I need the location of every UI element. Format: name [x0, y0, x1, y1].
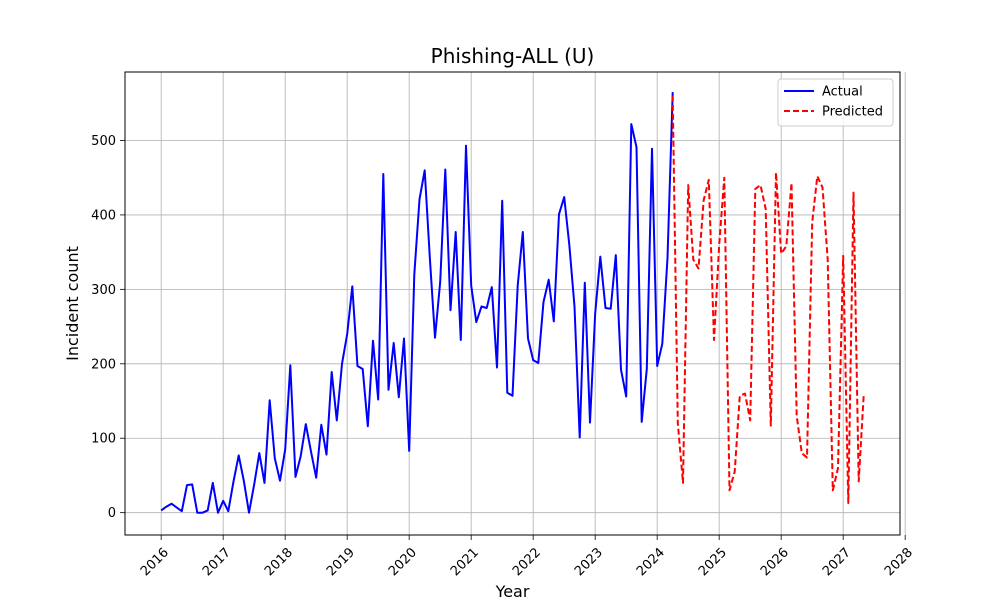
legend-label-predicted: Predicted [822, 105, 883, 120]
legend-label-actual: Actual [822, 85, 863, 100]
series-layer [160, 92, 865, 514]
y-tick-label: 500 [91, 134, 116, 149]
y-tick-label: 400 [91, 208, 116, 223]
chart-title: Phishing-ALL (U) [431, 44, 595, 68]
plot-frame [124, 71, 901, 536]
grid [125, 72, 906, 535]
y-tick-label: 0 [108, 506, 116, 521]
legend: Actual Predicted [777, 78, 894, 127]
y-axis-label: Incident count [63, 246, 82, 361]
series-line-predicted [671, 95, 865, 504]
x-axis-label: Year [495, 582, 530, 600]
y-tick-label: 200 [91, 357, 116, 372]
series-line-actual [160, 92, 674, 514]
y-tick-label: 300 [91, 283, 116, 298]
y-tick-label: 100 [91, 432, 116, 447]
